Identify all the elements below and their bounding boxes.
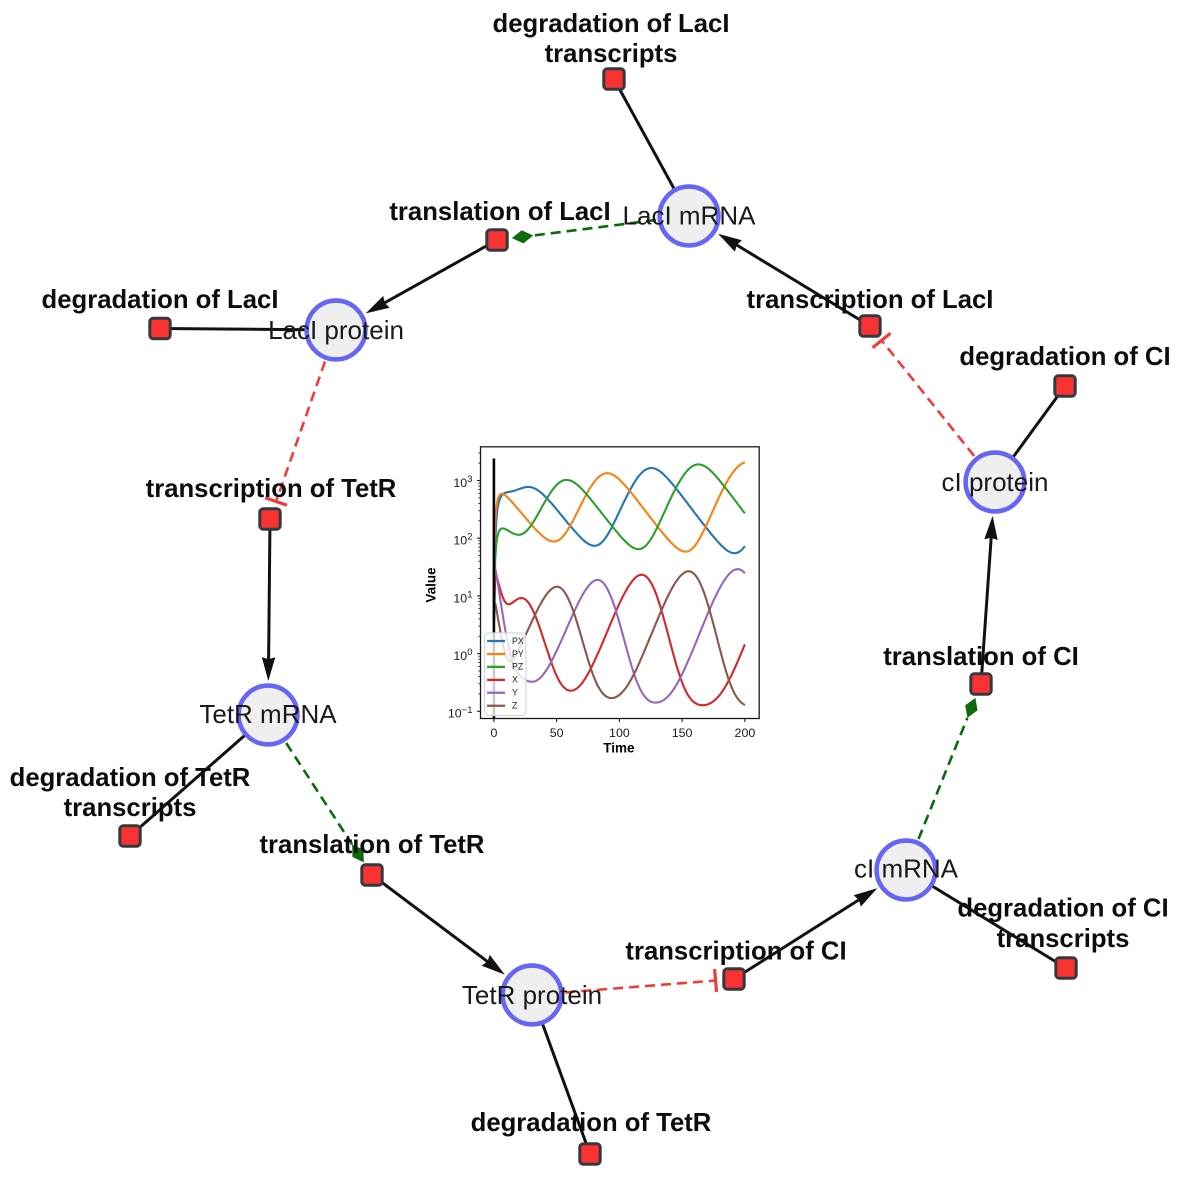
svg-text:PX: PX — [512, 636, 524, 646]
svg-text:degradation of TetR: degradation of TetR — [10, 764, 251, 792]
svg-text:translation of LacI: translation of LacI — [389, 198, 610, 226]
svg-text:Z: Z — [512, 701, 518, 711]
svg-text:transcripts: transcripts — [545, 40, 678, 68]
svg-text:PY: PY — [512, 649, 524, 659]
svg-text:translation of CI: translation of CI — [883, 643, 1079, 671]
svg-text:TetR protein: TetR protein — [462, 980, 602, 1010]
svg-text:transcription of TetR: transcription of TetR — [146, 475, 397, 503]
svg-text:0: 0 — [490, 726, 497, 740]
svg-text:Value: Value — [424, 567, 439, 603]
svg-text:transcripts: transcripts — [64, 794, 197, 822]
svg-text:PZ: PZ — [512, 662, 524, 672]
svg-text:degradation of LacI: degradation of LacI — [493, 10, 730, 38]
svg-text:degradation of LacI: degradation of LacI — [42, 286, 279, 314]
svg-text:Y: Y — [512, 688, 518, 698]
svg-text:cI protein: cI protein — [942, 467, 1049, 497]
svg-text:degradation of CI: degradation of CI — [959, 343, 1170, 371]
svg-text:X: X — [512, 675, 518, 685]
svg-text:200: 200 — [735, 726, 756, 740]
svg-text:150: 150 — [672, 726, 693, 740]
svg-text:translation of TetR: translation of TetR — [259, 831, 484, 859]
svg-text:transcription of LacI: transcription of LacI — [747, 286, 994, 314]
svg-text:degradation of CI: degradation of CI — [957, 895, 1168, 923]
svg-text:100: 100 — [609, 726, 630, 740]
svg-text:Time: Time — [603, 741, 635, 756]
svg-text:LacI protein: LacI protein — [268, 315, 404, 345]
svg-text:transcripts: transcripts — [997, 925, 1130, 953]
svg-text:50: 50 — [550, 726, 564, 740]
svg-text:transcription of CI: transcription of CI — [625, 938, 846, 966]
svg-text:TetR mRNA: TetR mRNA — [199, 699, 337, 729]
svg-text:cI mRNA: cI mRNA — [854, 854, 959, 884]
svg-text:LacI mRNA: LacI mRNA — [623, 201, 757, 231]
svg-text:degradation of TetR: degradation of TetR — [471, 1109, 712, 1137]
